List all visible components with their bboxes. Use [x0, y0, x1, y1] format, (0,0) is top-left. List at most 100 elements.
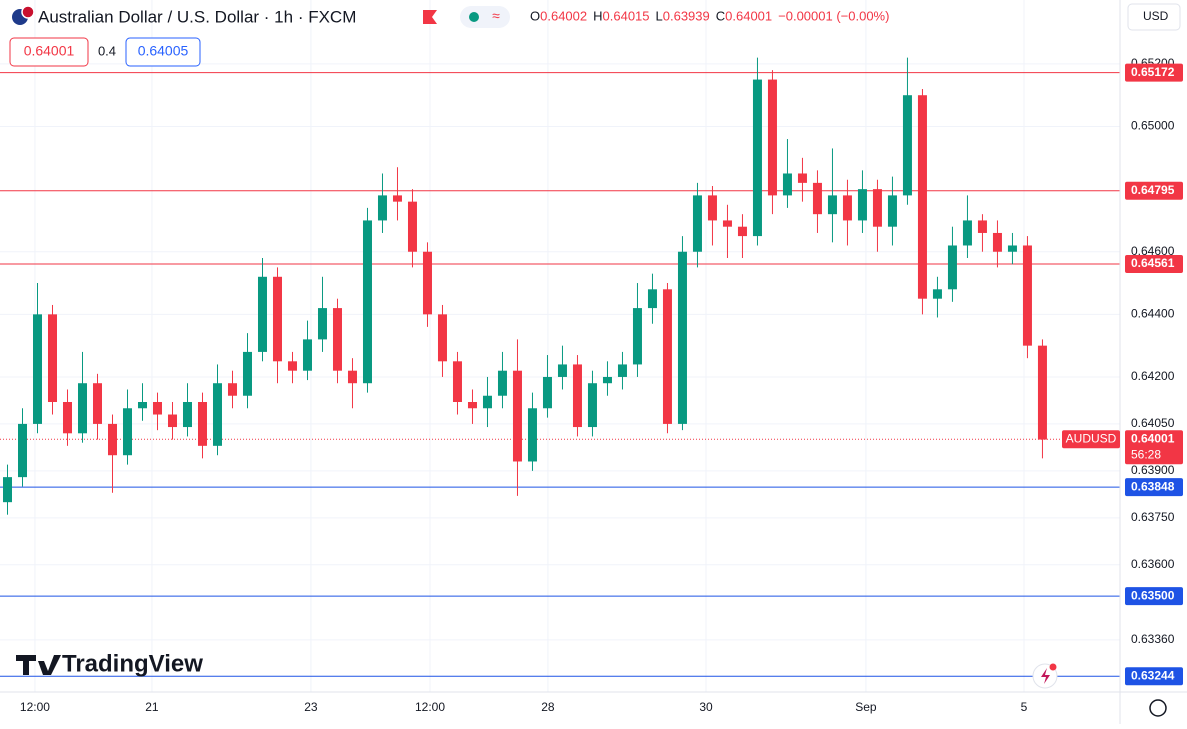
candle-body [737, 226, 747, 237]
y-tick-label: 0.64200 [1131, 369, 1175, 383]
candle-body [962, 220, 972, 246]
level-tag [1125, 254, 1183, 273]
ohlc-value: 0.64015 [603, 8, 650, 23]
candle-body [47, 314, 57, 402]
candle-body [1007, 245, 1017, 252]
candle-body [497, 370, 507, 396]
candle-body [722, 220, 732, 227]
ohlc-value: 0.64002 [540, 8, 587, 23]
candle-body [122, 408, 132, 456]
candle-body [392, 195, 402, 202]
candle-body [182, 402, 192, 428]
level-label: 0.65172 [1131, 65, 1175, 79]
candle-body [2, 477, 12, 503]
level-tag [1125, 63, 1183, 82]
candle-body [167, 414, 177, 428]
status-pill[interactable] [460, 6, 510, 28]
candle-body [287, 361, 297, 371]
candle-body [767, 79, 777, 196]
sell-button[interactable] [9, 37, 89, 67]
candle-body [812, 182, 822, 215]
flag-icon[interactable] [423, 10, 437, 24]
sell-price: 0.64001 [24, 43, 75, 59]
currency: USD [1143, 9, 1169, 23]
brand-name: TradingView [62, 650, 203, 677]
brand-logo [16, 655, 61, 675]
x-tick-label: Sep [855, 700, 877, 714]
ohlc-value: 0.64001 [725, 8, 772, 23]
level-tag [1125, 667, 1183, 686]
candle-body [902, 95, 912, 196]
candle-body [602, 376, 612, 384]
candle-body [152, 402, 162, 415]
settings-button[interactable] [1149, 699, 1167, 717]
candle-body [917, 95, 927, 299]
candle-body [857, 189, 867, 221]
level-tag [1125, 478, 1183, 497]
candle-body [197, 402, 207, 446]
buy-button[interactable] [125, 37, 201, 67]
y-tick-label: 0.64400 [1131, 307, 1175, 321]
candle-body [827, 195, 837, 215]
candle-body [92, 383, 102, 424]
candle-body [557, 364, 567, 377]
candle-body [992, 232, 1002, 252]
countdown: 56:28 [1131, 447, 1161, 461]
candle-body [212, 383, 222, 446]
x-tick-label: 21 [145, 700, 159, 714]
level-tag [1125, 181, 1183, 200]
candle-body [227, 383, 237, 396]
y-tick-label: 0.63360 [1131, 632, 1175, 646]
level-label: 0.64795 [1131, 183, 1175, 197]
candle-body [332, 308, 342, 371]
candle-body [317, 308, 327, 340]
candle-body [62, 402, 72, 434]
candle-body [632, 308, 642, 365]
candle-body [572, 364, 582, 428]
candle-body [887, 195, 897, 227]
candles [2, 57, 1047, 515]
x-tick-label: 30 [699, 700, 713, 714]
flag-us [21, 5, 35, 19]
candle-body [32, 314, 42, 424]
y-tick-label: 0.63900 [1131, 463, 1175, 477]
candle-body [707, 195, 717, 221]
candle-body [17, 423, 27, 478]
status-icon: ≈ [492, 8, 500, 24]
candle-body [692, 195, 702, 252]
ohlc: O 0.64002 H 0.64015 L 0.63939 C 0.64001 −0.00001… [530, 8, 889, 23]
level-tag [1125, 587, 1183, 606]
candle-body [617, 364, 627, 377]
y-tick-label: 0.65000 [1131, 119, 1175, 133]
levels [0, 72, 1120, 677]
ohlc-key: H [593, 8, 602, 23]
candle-body [347, 370, 357, 384]
candle-body [437, 314, 447, 362]
candle-body [242, 351, 252, 396]
candle-body [587, 383, 597, 428]
x-tick-label: 12:00 [20, 700, 50, 714]
candle-body [137, 402, 147, 409]
candle-body [677, 251, 687, 424]
candle-body [422, 251, 432, 315]
last-price-tag [1125, 430, 1183, 465]
y-tick-label: 0.63600 [1131, 557, 1175, 571]
ohlc-key: O [530, 8, 540, 23]
candle-body [77, 383, 87, 434]
ohlc-value: 0.63939 [663, 8, 710, 23]
candle-body [662, 289, 672, 424]
candle-body [302, 339, 312, 371]
symbol-title: Australian Dollar / U.S. Dollar · 1h · F… [38, 7, 356, 26]
status-dot [469, 12, 479, 22]
currency-button[interactable] [1127, 3, 1181, 31]
candle-body [467, 402, 477, 409]
y-tick-label: 0.63750 [1131, 510, 1175, 524]
axes: 0.652000.650000.646000.644000.642000.640… [20, 56, 1183, 714]
candle-body [482, 395, 492, 409]
spread: 0.4 [98, 43, 116, 58]
candle-body [872, 189, 882, 227]
candle-body [1022, 245, 1032, 346]
level-label: 0.63500 [1131, 588, 1175, 602]
candle-body [977, 220, 987, 233]
